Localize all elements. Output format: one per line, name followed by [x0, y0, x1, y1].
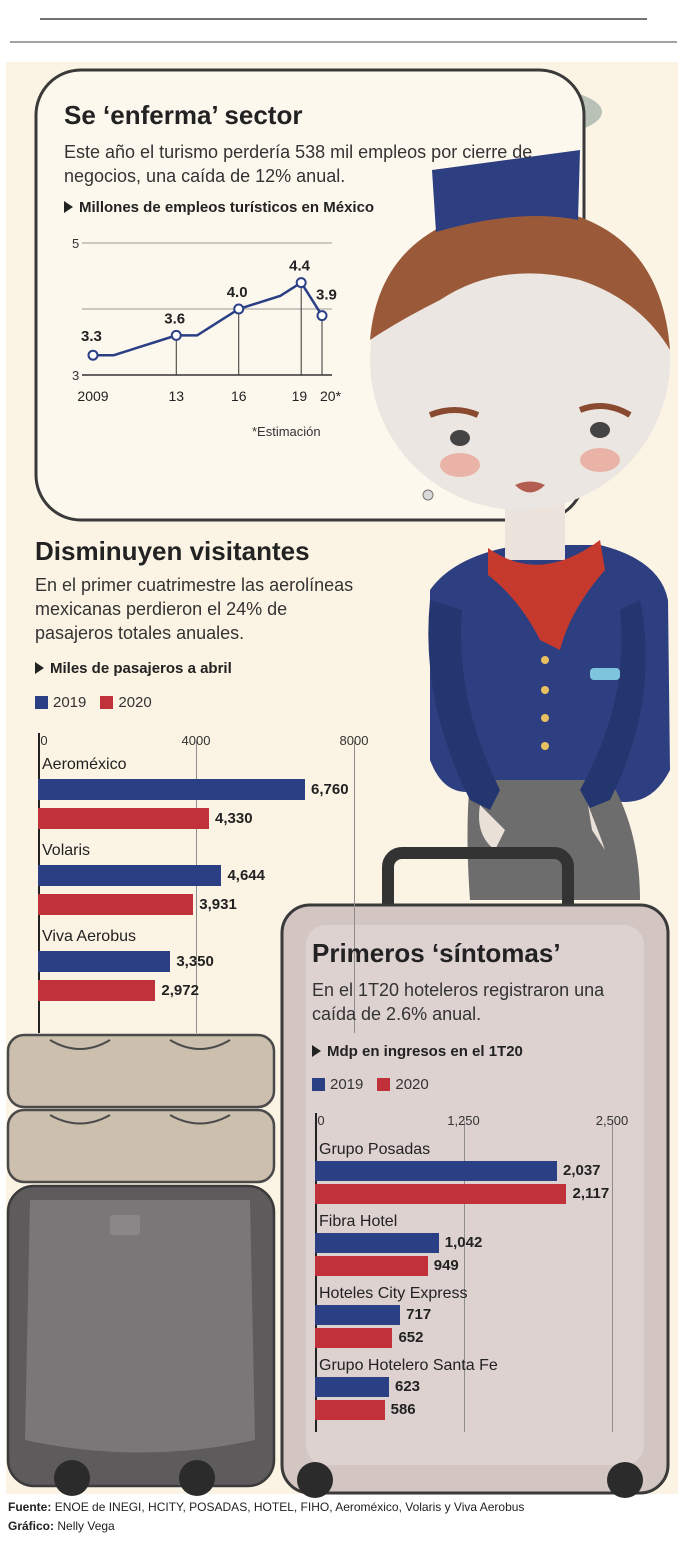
stacked-suitcases-illustration: [6, 1033, 276, 1496]
legend-swatch-2020: [377, 1078, 391, 1091]
data-label: 4.0: [227, 284, 248, 301]
series-line: [93, 280, 324, 357]
legend-swatch-2019: [35, 696, 48, 709]
footer-credit-label: Gráfico:: [8, 1519, 55, 1533]
footer-credit-text: Nelly Vega: [57, 1519, 115, 1533]
section1-chart-label-text: Millones de empleos turísticos en México: [79, 199, 375, 216]
section1-chart-label: Millones de empleos turísticos en México: [64, 199, 374, 216]
section3-legend: 2019 2020: [312, 1076, 429, 1093]
legend-item-2019: 2019: [35, 694, 86, 711]
section3-chart-label-text: Mdp en ingresos en el 1T20: [327, 1043, 523, 1060]
data-point: [316, 310, 328, 322]
section2-title: Disminuyen visitantes: [35, 536, 310, 566]
legend-swatch-2019: [312, 1078, 325, 1091]
x-tick-label: 13: [168, 388, 184, 404]
data-label: 3.3: [81, 328, 102, 345]
x-tick-label: 19: [292, 388, 308, 404]
legend-item-2020: 2020: [377, 1076, 429, 1093]
legend-label-2019: 2019: [330, 1076, 364, 1093]
triangle-bullet-icon: [64, 201, 73, 213]
triangle-bullet-icon: [312, 1045, 321, 1057]
legend-label-2020: 2020: [395, 1076, 429, 1093]
section2-chart-label: Miles de pasajeros a abril: [35, 660, 232, 677]
employment-line-chart: 3 5 3.3 3.6 4.0 4.4 3.9 2009 13 16 19 20*: [72, 236, 342, 404]
flight-attendant-illustration: [370, 150, 670, 900]
data-point: [170, 329, 182, 341]
section3-title: Primeros ‘síntomas’: [312, 938, 561, 968]
legend-swatch-2020: [100, 696, 114, 709]
data-point: [87, 349, 99, 361]
section1-title: Se ‘enferma’ sector: [64, 100, 303, 130]
section3-chart-label: Mdp en ingresos en el 1T20: [312, 1043, 523, 1060]
data-point: [233, 303, 245, 315]
estimation-note: *Estimación: [252, 424, 321, 439]
footer-credit: Gráfico: Nelly Vega: [8, 1519, 115, 1533]
legend-item-2020: 2020: [100, 694, 152, 711]
legend-label-2020: 2020: [118, 694, 152, 711]
footer-source-text: ENOE de INEGI, HCITY, POSADAS, HOTEL, FI…: [54, 1500, 525, 1514]
data-label: 3.9: [316, 287, 337, 304]
footer-source-label: Fuente:: [8, 1500, 52, 1514]
footer-source: Fuente: ENOE de INEGI, HCITY, POSADAS, H…: [8, 1500, 524, 1514]
legend-label-2019: 2019: [53, 694, 87, 711]
x-tick-label: 16: [231, 388, 247, 404]
triangle-bullet-icon: [35, 662, 44, 674]
section2-legend: 2019 2020: [35, 694, 152, 711]
data-label: 4.4: [289, 258, 311, 275]
x-tick-label: 2009: [77, 388, 108, 404]
y-tick-label: 5: [72, 236, 79, 251]
data-point: [295, 277, 307, 289]
data-label: 3.6: [164, 310, 185, 327]
section1-subtitle: Este año el turismo perdería 538 mil emp…: [64, 142, 533, 186]
section2-subtitle: En el primer cuatrimestre las aerolíneas…: [35, 575, 354, 643]
section2-chart-label-text: Miles de pasajeros a abril: [50, 660, 232, 677]
legend-item-2019: 2019: [312, 1076, 363, 1093]
section3-subtitle: En el 1T20 hoteleros registraron una caí…: [312, 980, 605, 1024]
x-tick-label: 20*: [320, 388, 342, 404]
y-tick-label: 3: [72, 368, 79, 383]
